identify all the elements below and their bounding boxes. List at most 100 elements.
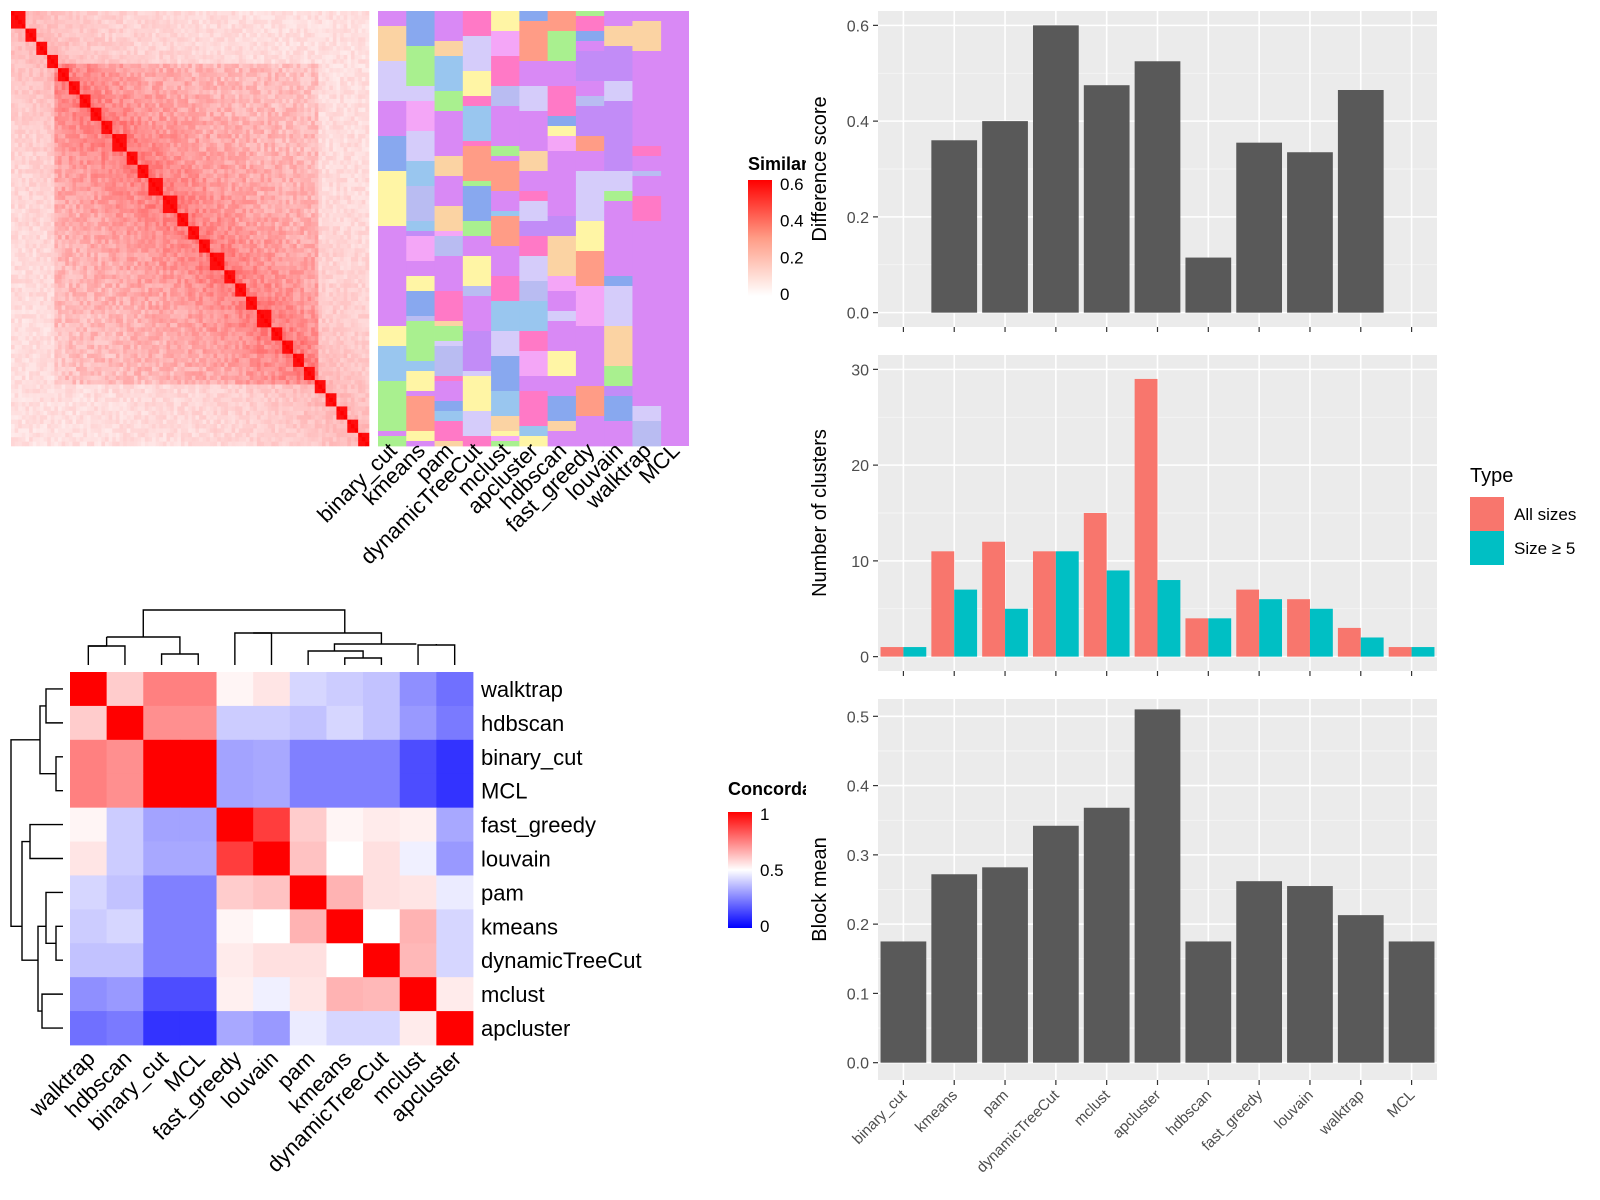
similarity-cell xyxy=(170,32,175,38)
similarity-cell xyxy=(347,164,352,170)
similarity-cell xyxy=(54,59,59,65)
similarity-cell xyxy=(206,177,211,183)
similarity-cell xyxy=(282,63,287,69)
similarity-cell xyxy=(329,116,334,122)
similarity-cell xyxy=(72,199,77,205)
similarity-cell xyxy=(365,54,370,60)
similarity-cell xyxy=(278,15,283,21)
similarity-cell xyxy=(58,213,62,218)
similarity-cell xyxy=(83,226,88,231)
similarity-cell xyxy=(144,112,149,117)
similarity-cell xyxy=(177,195,182,201)
similarity-cell xyxy=(336,98,341,104)
similarity-cell xyxy=(271,103,276,108)
similarity-cell xyxy=(123,208,128,214)
similarity-cell xyxy=(289,32,294,38)
similarity-cell xyxy=(162,81,167,86)
similarity-cell xyxy=(242,213,247,218)
similarity-cell xyxy=(68,204,73,210)
similarity-cell xyxy=(307,169,312,174)
similarity-cell xyxy=(217,217,222,223)
similarity-cell xyxy=(83,81,88,86)
similarity-cell xyxy=(94,107,99,113)
similarity-cell xyxy=(43,120,48,126)
similarity-cell xyxy=(191,32,196,38)
similarity-cell xyxy=(354,50,359,56)
similarity-cell xyxy=(180,129,185,135)
similarity-cell xyxy=(242,28,247,34)
similarity-cell xyxy=(148,28,153,34)
similarity-cell xyxy=(112,147,117,152)
similarity-cell xyxy=(235,138,240,144)
similarity-cell xyxy=(58,217,62,223)
similarity-cell xyxy=(25,230,30,236)
similarity-cell xyxy=(358,142,363,148)
similarity-cell xyxy=(358,182,363,188)
similarity-cell xyxy=(300,41,305,47)
similarity-cell xyxy=(133,116,138,122)
similarity-cell xyxy=(293,59,297,65)
similarity-cell xyxy=(105,15,109,21)
similarity-cell xyxy=(11,177,15,183)
similarity-cell xyxy=(361,112,366,117)
similarity-cell xyxy=(318,151,323,157)
similarity-cell xyxy=(340,98,344,104)
similarity-cell xyxy=(36,103,41,108)
similarity-cell xyxy=(50,15,55,21)
similarity-cell xyxy=(358,199,363,205)
similarity-cell xyxy=(217,195,222,201)
similarity-cell xyxy=(177,59,182,65)
similarity-cell xyxy=(105,112,109,117)
similarity-cell xyxy=(282,217,287,223)
similarity-cell xyxy=(354,156,359,161)
similarity-cell xyxy=(123,125,128,130)
similarity-cell xyxy=(249,94,254,100)
similarity-cell xyxy=(195,208,200,214)
similarity-cell xyxy=(29,59,33,65)
similarity-cell xyxy=(336,54,341,60)
similarity-cell xyxy=(14,72,19,78)
similarity-cell xyxy=(83,164,88,170)
similarity-cell xyxy=(188,59,193,65)
similarity-cell xyxy=(11,226,15,231)
similarity-cell xyxy=(79,90,84,95)
similarity-cell xyxy=(285,156,290,161)
similarity-cell xyxy=(321,182,326,188)
similarity-cell xyxy=(354,195,359,201)
similarity-cell xyxy=(209,129,214,135)
similarity-cell xyxy=(282,103,287,108)
similarity-cell xyxy=(336,94,341,100)
similarity-cell xyxy=(29,199,33,205)
similarity-cell xyxy=(29,68,33,73)
similarity-cell xyxy=(148,129,153,135)
similarity-cell xyxy=(321,138,326,144)
similarity-cell xyxy=(65,204,70,210)
similarity-cell xyxy=(289,129,294,135)
similarity-cell xyxy=(256,28,261,34)
similarity-cell xyxy=(343,169,348,174)
similarity-cell xyxy=(144,182,149,188)
similarity-cell xyxy=(285,217,290,223)
similarity-cell xyxy=(119,15,124,21)
similarity-cell xyxy=(191,164,196,170)
similarity-cell xyxy=(39,230,44,236)
similarity-cell xyxy=(365,177,370,183)
similarity-cell xyxy=(253,182,258,188)
similarity-cell xyxy=(141,72,146,78)
similarity-cell xyxy=(282,164,287,170)
similarity-cell xyxy=(195,120,200,126)
similarity-cell xyxy=(50,160,55,166)
similarity-cell xyxy=(238,50,243,56)
similarity-cell xyxy=(184,177,189,183)
similarity-cell xyxy=(318,72,323,78)
similarity-cell xyxy=(209,50,214,56)
similarity-cell xyxy=(224,63,229,69)
similarity-cell xyxy=(65,226,70,231)
similarity-cell xyxy=(126,68,131,73)
similarity-cell xyxy=(289,28,294,34)
similarity-cell xyxy=(133,191,138,196)
similarity-cell xyxy=(188,41,193,47)
similarity-cell xyxy=(101,11,106,16)
similarity-cell xyxy=(94,81,99,86)
similarity-cell xyxy=(11,63,15,69)
